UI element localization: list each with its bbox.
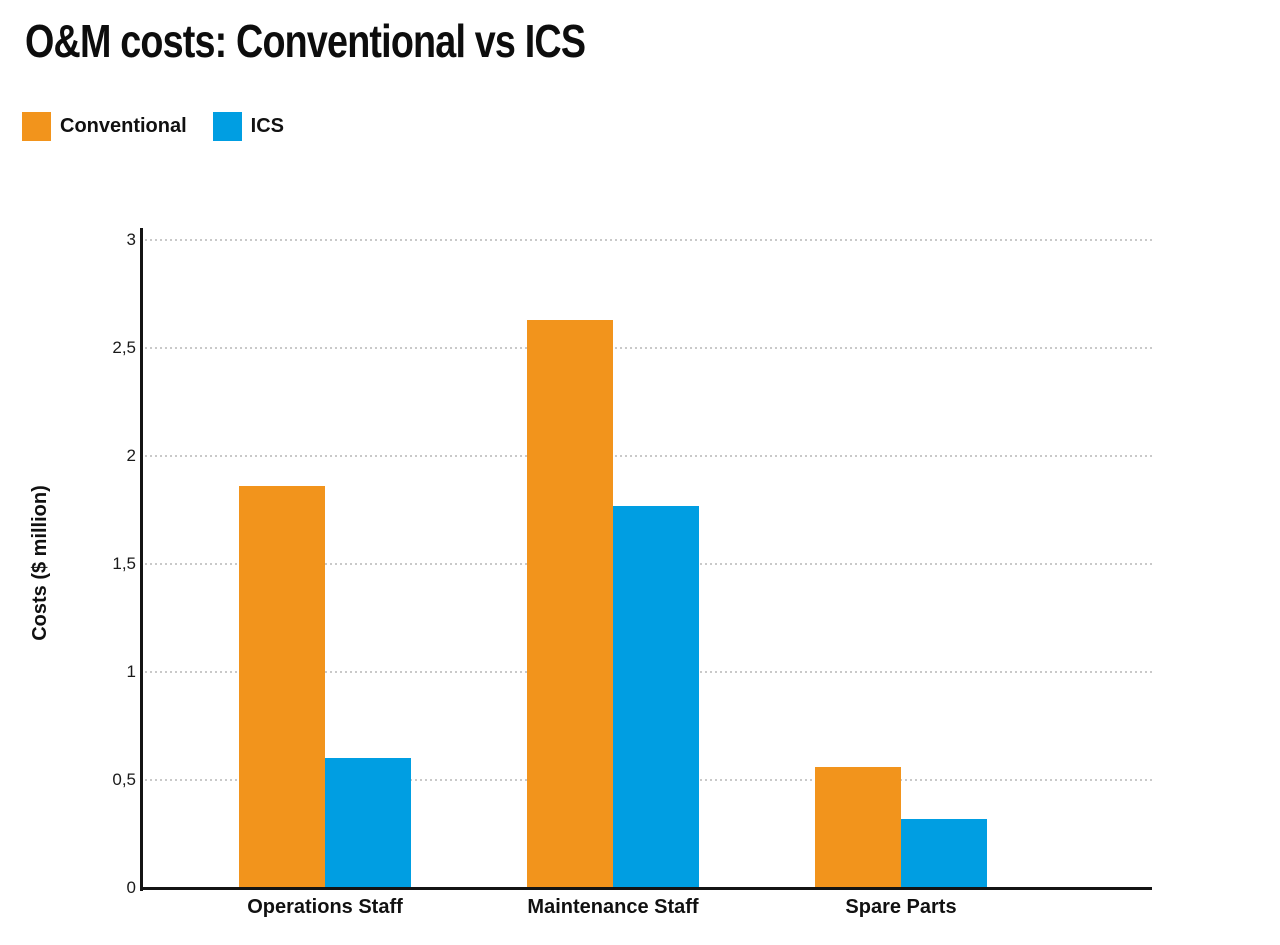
legend-swatch-conventional-icon [22,112,51,141]
bar-conventional-spare-parts [815,767,901,888]
legend: Conventional ICS [22,112,284,141]
x-category-label-operations-staff: Operations Staff [247,896,403,918]
x-axis-line [140,887,1152,890]
y-tick-label-0: 0 [126,878,136,897]
y-tick-label-1.5: 1,5 [112,554,136,573]
legend-label-ics: ICS [250,115,285,137]
chart-title: O&M costs: Conventional vs ICS [25,14,708,68]
bar-ics-operations-staff [325,758,411,888]
gridline-2 [145,455,1152,457]
gridline-2.5 [145,347,1152,349]
y-tick-label-3: 3 [126,230,136,249]
legend-swatch-ics-icon [212,112,242,141]
legend-item-conventional: Conventional [22,112,187,141]
y-tick-label-0.5: 0,5 [112,770,136,789]
x-category-label-maintenance-staff: Maintenance Staff [527,896,699,918]
y-axis-title: Costs ($ million) [29,485,51,641]
legend-label-conventional: Conventional [60,115,187,137]
chart-title-text: O&M costs: Conventional vs ICS [25,15,586,67]
bar-ics-spare-parts [901,818,987,888]
y-tick-label-2.5: 2,5 [112,338,136,357]
y-tick-label-1: 1 [126,662,136,681]
bar-conventional-operations-staff [239,486,325,888]
y-tick-label-2: 2 [126,446,136,465]
bar-ics-maintenance-staff [613,505,699,888]
x-category-label-spare-parts: Spare Parts [845,896,957,918]
legend-item-ics: ICS [212,112,285,141]
y-axis-line [140,228,143,891]
bar-conventional-maintenance-staff [527,319,613,888]
gridline-3 [145,239,1152,241]
